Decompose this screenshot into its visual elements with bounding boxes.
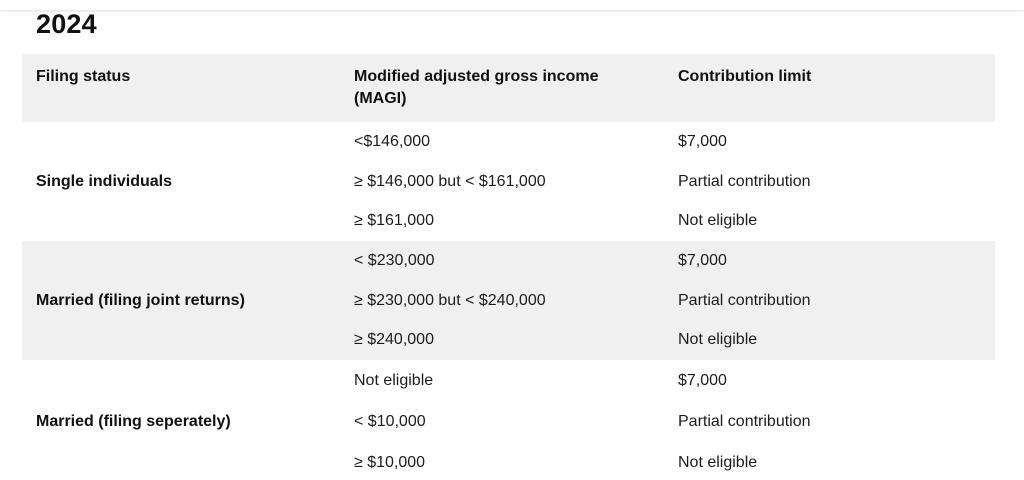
limit-cell: $7,000 — [678, 251, 727, 269]
table-group-single: Single individuals <$146,000 $7,000 ≥ $1… — [22, 122, 995, 241]
table-row: < $10,000 Partial contribution — [354, 401, 995, 442]
limit-cell: Not eligible — [678, 331, 758, 349]
table-row: ≥ $10,000 Not eligible — [354, 443, 995, 480]
page: 2024 Filing status Modified adjusted gro… — [0, 9, 1024, 480]
column-header-filing-status: Filing status — [36, 68, 131, 85]
group-rows: Not eligible $7,000 < $10,000 Partial co… — [354, 360, 995, 480]
magi-cell: ≥ $230,000 but < $240,000 — [354, 291, 546, 309]
table-header-row: Filing status Modified adjusted gross in… — [22, 54, 995, 122]
table-group-married-joint: Married (filing joint returns) < $230,00… — [22, 241, 995, 361]
table-row: ≥ $161,000 Not eligible — [354, 201, 995, 241]
magi-cell: ≥ $161,000 — [354, 212, 434, 230]
table-row: < $230,000 $7,000 — [354, 241, 995, 281]
magi-cell: ≥ $240,000 — [354, 331, 434, 349]
magi-cell: ≥ $146,000 but < $161,000 — [354, 172, 546, 190]
limit-cell: Not eligible — [678, 454, 758, 472]
page-title: 2024 — [36, 9, 97, 39]
column-header-magi: Modified adjusted gross income (MAGI) — [354, 68, 599, 107]
group-rows: < $230,000 $7,000 ≥ $230,000 but < $240,… — [354, 241, 995, 360]
limit-cell: Partial contribution — [678, 172, 811, 190]
limit-cell: Not eligible — [678, 212, 758, 230]
column-header-contribution-limit: Contribution limit — [678, 68, 812, 85]
limit-cell: Partial contribution — [678, 413, 811, 431]
filing-status-label: Single individuals — [36, 172, 173, 190]
table-row: ≥ $240,000 Not eligible — [354, 320, 995, 360]
contribution-limits-table: Filing status Modified adjusted gross in… — [22, 54, 995, 480]
magi-cell: Not eligible — [354, 371, 434, 389]
magi-cell: ≥ $10,000 — [354, 454, 426, 472]
filing-status-label: Married (filing joint returns) — [36, 291, 245, 309]
limit-cell: Partial contribution — [678, 291, 811, 309]
limit-cell: $7,000 — [678, 132, 727, 150]
table-row: ≥ $146,000 but < $161,000 Partial contri… — [354, 162, 995, 202]
magi-cell: < $10,000 — [354, 413, 426, 431]
top-divider — [0, 10, 1024, 12]
table-row: <$146,000 $7,000 — [354, 122, 995, 162]
limit-cell: $7,000 — [678, 371, 727, 389]
group-rows: <$146,000 $7,000 ≥ $146,000 but < $161,0… — [354, 122, 995, 241]
table-row: Not eligible $7,000 — [354, 360, 995, 401]
magi-cell: <$146,000 — [354, 132, 431, 150]
table-group-married-separate: Married (filing seperately) Not eligible… — [22, 360, 995, 480]
magi-cell: < $230,000 — [354, 251, 435, 269]
table-row: ≥ $230,000 but < $240,000 Partial contri… — [354, 281, 995, 321]
filing-status-label: Married (filing seperately) — [36, 413, 231, 431]
